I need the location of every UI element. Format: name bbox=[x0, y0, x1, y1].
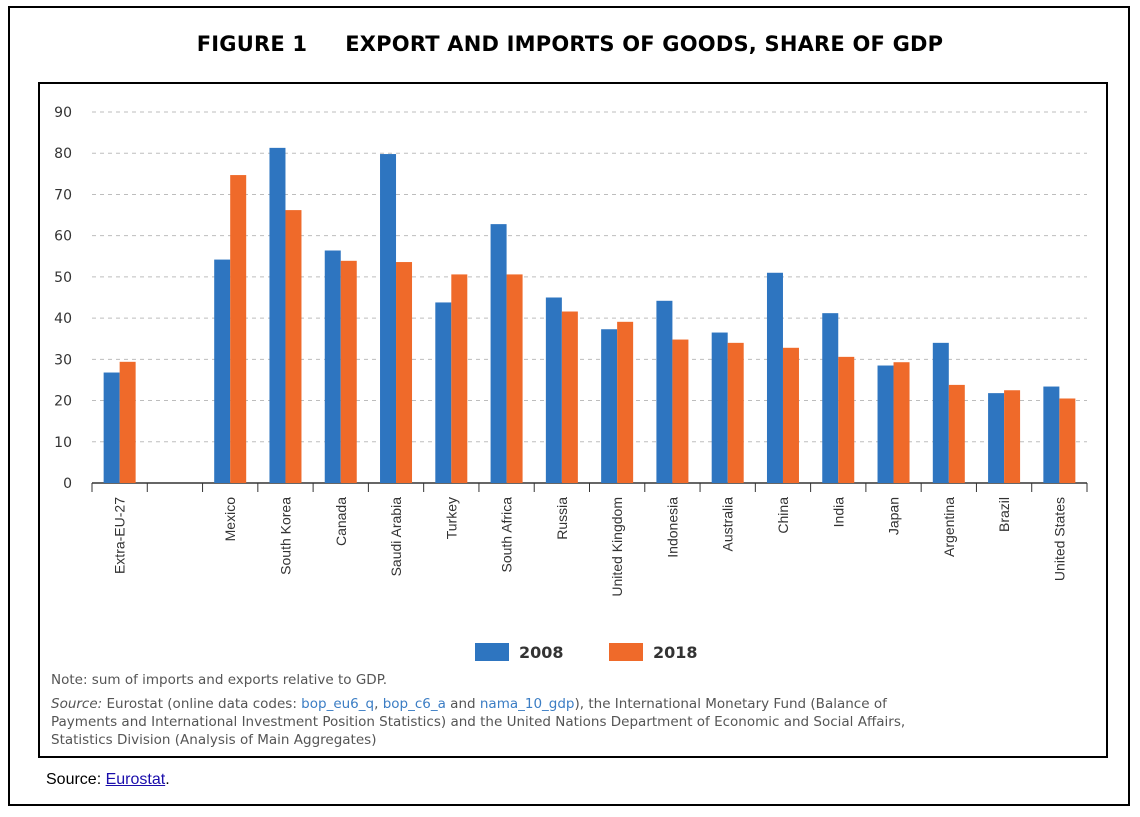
x-tick-label: Japan bbox=[886, 497, 902, 535]
bar-2008 bbox=[932, 342, 949, 483]
bar-2018 bbox=[561, 311, 578, 483]
source-label: Source: bbox=[51, 696, 103, 712]
source-separator: and bbox=[445, 696, 480, 712]
chart-panel bbox=[38, 82, 1108, 758]
x-tick-label: South Korea bbox=[277, 497, 293, 575]
y-tick-label: 0 bbox=[63, 476, 72, 492]
source-text-before: Eurostat (online data codes: bbox=[102, 696, 302, 712]
source-code-link[interactable]: nama_10_gdp bbox=[479, 696, 575, 712]
bar-2008 bbox=[1043, 386, 1060, 483]
bar-2018 bbox=[230, 175, 247, 483]
x-tick-label: Argentina bbox=[941, 497, 957, 557]
x-tick-label: South Africa bbox=[499, 497, 515, 573]
bar-2018 bbox=[727, 342, 744, 483]
x-tick-label: Mexico bbox=[222, 497, 238, 542]
bar-2018 bbox=[782, 347, 799, 483]
figure-number: FIGURE 1 bbox=[196, 32, 308, 56]
chart-source: Source: Eurostat (online data codes: bop… bbox=[51, 695, 911, 749]
y-tick-label: 80 bbox=[54, 146, 72, 162]
bar-2008 bbox=[711, 332, 728, 483]
y-tick-label: 20 bbox=[54, 394, 72, 410]
y-tick-label: 50 bbox=[54, 270, 72, 286]
x-tick-label: Saudi Arabia bbox=[388, 497, 404, 577]
x-tick-label: Brazil bbox=[996, 497, 1012, 532]
bar-2018 bbox=[396, 262, 413, 483]
y-tick-label: 10 bbox=[54, 435, 72, 451]
bar-2018 bbox=[617, 321, 634, 483]
x-tick-label: Indonesia bbox=[664, 497, 680, 558]
bar-2018 bbox=[672, 339, 689, 483]
x-tick-label: Extra-EU-27 bbox=[112, 497, 128, 574]
x-tick-label: Australia bbox=[720, 497, 736, 552]
figure-title-text: EXPORT AND IMPORTS OF GOODS, SHARE OF GD… bbox=[345, 32, 944, 56]
bar-2008 bbox=[103, 372, 120, 483]
x-tick-label: United States bbox=[1051, 497, 1067, 581]
bar-2008 bbox=[380, 154, 397, 483]
x-tick-label: Canada bbox=[333, 497, 349, 546]
y-tick-label: 30 bbox=[54, 352, 72, 368]
page-source-label: Source: bbox=[46, 771, 106, 788]
y-tick-label: 90 bbox=[54, 105, 72, 121]
bar-2018 bbox=[451, 274, 468, 483]
bar-2018 bbox=[506, 274, 523, 483]
bar-2008 bbox=[324, 250, 341, 483]
figure-frame bbox=[8, 6, 1130, 806]
bar-2008 bbox=[988, 393, 1005, 483]
page-source: Source: Eurostat. bbox=[46, 771, 170, 789]
bar-2008 bbox=[656, 300, 673, 483]
bar-2008 bbox=[214, 259, 231, 483]
bar-2008 bbox=[435, 302, 452, 483]
x-tick-label: Turkey bbox=[443, 497, 459, 539]
eurostat-link[interactable]: Eurostat bbox=[105, 771, 166, 788]
bar-2018 bbox=[893, 362, 910, 483]
y-tick-label: 60 bbox=[54, 229, 72, 245]
bar-2008 bbox=[822, 313, 839, 483]
figure-title: FIGURE 1 EXPORT AND IMPORTS OF GOODS, SHA… bbox=[0, 32, 1140, 56]
source-code-link[interactable]: bop_c6_a bbox=[382, 696, 446, 712]
bar-2018 bbox=[285, 210, 302, 483]
x-tick-label: China bbox=[775, 497, 791, 534]
page-source-suffix: . bbox=[165, 771, 170, 788]
bar-2018 bbox=[838, 356, 855, 483]
y-tick-label: 70 bbox=[54, 187, 72, 203]
x-tick-label: India bbox=[830, 497, 846, 528]
legend-label: 2018 bbox=[653, 643, 698, 662]
source-code-link[interactable]: bop_eu6_q bbox=[301, 696, 375, 712]
legend-swatch bbox=[475, 643, 509, 661]
y-tick-label: 40 bbox=[54, 311, 72, 327]
bar-2008 bbox=[877, 365, 894, 483]
bar-2008 bbox=[545, 297, 562, 483]
source-separator: , bbox=[374, 696, 383, 712]
chart-note: Note: sum of imports and exports relativ… bbox=[51, 672, 388, 688]
legend-label: 2008 bbox=[519, 643, 564, 662]
legend-swatch bbox=[609, 643, 643, 661]
x-tick-label: United Kingdom bbox=[609, 497, 625, 597]
x-tick-label: Russia bbox=[554, 497, 570, 540]
bar-2018 bbox=[1059, 398, 1076, 483]
bar-2018 bbox=[948, 384, 965, 483]
bar-2008 bbox=[601, 329, 618, 483]
bar-2018 bbox=[340, 260, 357, 483]
bar-2018 bbox=[1004, 390, 1021, 483]
bar-2018 bbox=[119, 361, 136, 483]
bar-2008 bbox=[766, 272, 783, 483]
bar-2008 bbox=[490, 224, 507, 483]
bar-2008 bbox=[269, 147, 286, 483]
source-text-after: ), the International Monetary Fund (Bala… bbox=[51, 696, 906, 748]
